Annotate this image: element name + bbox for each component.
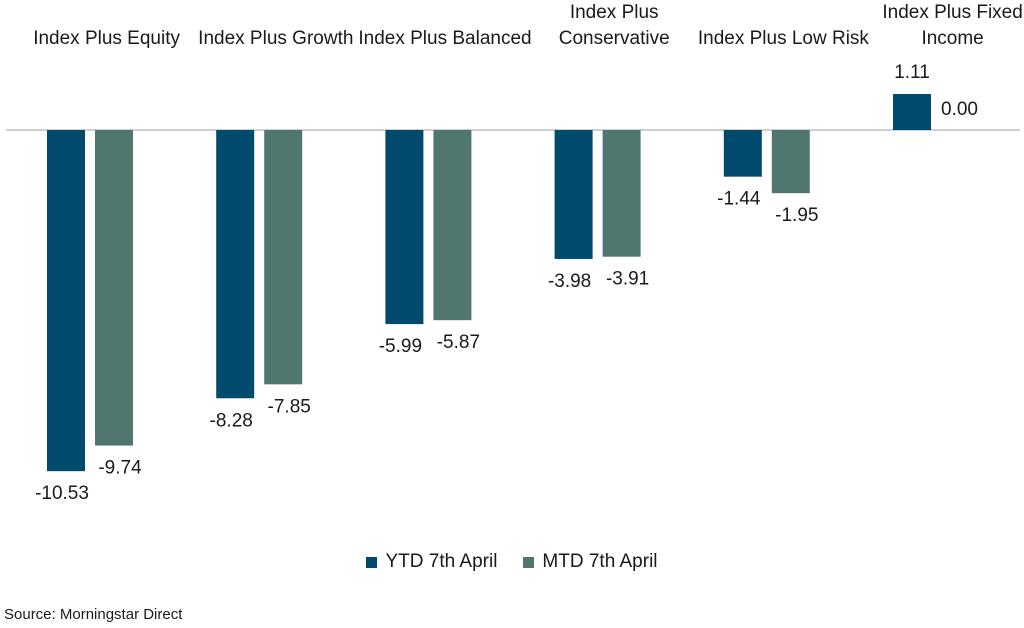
legend: YTD 7th April MTD 7th April — [0, 551, 1024, 573]
value-label: 0.00 — [941, 99, 978, 120]
legend-item-ytd: YTD 7th April — [366, 551, 497, 573]
bar-mtd — [602, 130, 641, 257]
value-label: -9.74 — [98, 458, 142, 479]
value-label: -3.98 — [548, 271, 591, 292]
bar-mtd — [95, 130, 133, 446]
bar-ytd — [47, 130, 85, 472]
value-label: -10.53 — [35, 483, 89, 504]
legend-swatch-ytd — [366, 556, 378, 568]
value-label: -7.85 — [268, 396, 311, 417]
category-label: Index Plus Equity — [33, 28, 180, 49]
bar-ytd — [385, 130, 424, 325]
legend-label-mtd: MTD 7th April — [542, 551, 658, 572]
bar-ytd — [723, 130, 762, 177]
value-label: -1.44 — [717, 189, 761, 210]
category-label: Index Plus Low Risk — [698, 28, 870, 49]
value-label: -5.99 — [379, 336, 422, 357]
category-label: Index Plus Balanced — [358, 28, 531, 49]
category-label: Index Plus Fixed Income — [882, 2, 1022, 49]
value-label: 1.11 — [894, 62, 930, 83]
bar-ytd — [216, 130, 255, 399]
category-label: Index Plus Growth — [198, 28, 353, 49]
bar-ytd — [554, 130, 593, 259]
bar-ytd — [893, 94, 931, 130]
value-label: -3.91 — [606, 269, 649, 290]
value-label: -1.95 — [775, 205, 818, 226]
legend-swatch-mtd — [523, 556, 535, 568]
source-note: Source: Morningstar Direct — [4, 606, 183, 623]
bar-mtd — [771, 130, 810, 194]
bar-mtd — [264, 130, 303, 385]
legend-label-ytd: YTD 7th April — [385, 551, 498, 572]
bar-chart: Index Plus Equity -10.53 -9.74 Index Plus G… — [6, 2, 1023, 504]
value-label: -5.87 — [437, 332, 480, 353]
bar-mtd — [433, 130, 472, 321]
legend-item-mtd: MTD 7th April — [523, 551, 658, 573]
value-label: -8.28 — [210, 410, 253, 431]
category-label: Index Plus Conservative — [559, 2, 670, 49]
